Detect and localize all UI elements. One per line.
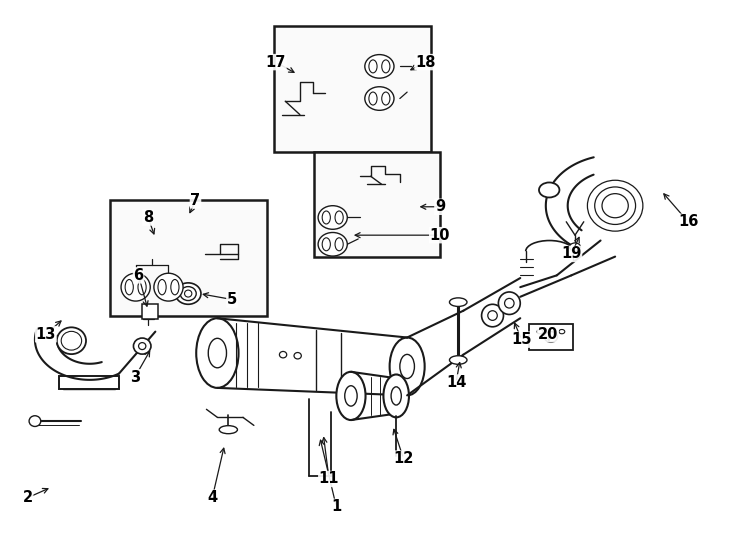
Ellipse shape: [539, 183, 559, 198]
Text: 3: 3: [130, 370, 140, 384]
Ellipse shape: [184, 290, 192, 297]
Ellipse shape: [559, 329, 564, 334]
Text: 20: 20: [538, 327, 558, 342]
Text: 17: 17: [266, 55, 286, 70]
Bar: [59, 376, 119, 389]
Text: 13: 13: [36, 327, 56, 342]
Ellipse shape: [57, 327, 86, 354]
Ellipse shape: [175, 283, 201, 305]
Bar: [314, 152, 440, 256]
Ellipse shape: [65, 335, 78, 347]
Ellipse shape: [383, 374, 409, 417]
Ellipse shape: [449, 356, 467, 364]
Text: 10: 10: [429, 228, 450, 242]
Ellipse shape: [335, 238, 344, 251]
Ellipse shape: [139, 342, 146, 349]
Ellipse shape: [138, 280, 146, 295]
Ellipse shape: [482, 305, 504, 327]
Ellipse shape: [365, 55, 394, 78]
Ellipse shape: [318, 206, 347, 230]
Ellipse shape: [61, 332, 81, 350]
Ellipse shape: [369, 92, 377, 105]
Ellipse shape: [158, 280, 166, 295]
Bar: [275, 26, 432, 152]
Ellipse shape: [134, 338, 151, 354]
Text: 16: 16: [678, 214, 698, 230]
Ellipse shape: [570, 243, 581, 251]
Text: 5: 5: [227, 292, 237, 307]
Bar: [110, 200, 267, 315]
Text: 8: 8: [143, 210, 153, 225]
Ellipse shape: [196, 318, 239, 388]
Text: 2: 2: [23, 490, 33, 505]
Text: 1: 1: [331, 500, 341, 514]
Ellipse shape: [125, 280, 134, 295]
Text: 18: 18: [415, 55, 436, 70]
Bar: [142, 305, 159, 319]
Ellipse shape: [322, 238, 330, 251]
Ellipse shape: [449, 298, 467, 306]
Text: 6: 6: [134, 268, 144, 283]
Ellipse shape: [504, 299, 514, 308]
Text: 12: 12: [393, 451, 414, 466]
Bar: [529, 323, 573, 350]
Ellipse shape: [121, 273, 150, 301]
Text: 9: 9: [435, 199, 445, 214]
Ellipse shape: [488, 310, 497, 320]
Ellipse shape: [391, 387, 401, 405]
Ellipse shape: [208, 339, 227, 368]
Ellipse shape: [29, 416, 41, 427]
Text: 11: 11: [319, 471, 339, 487]
Ellipse shape: [345, 386, 357, 406]
Ellipse shape: [369, 60, 377, 73]
Text: 14: 14: [446, 375, 466, 390]
Ellipse shape: [294, 353, 302, 359]
Ellipse shape: [154, 273, 183, 301]
Text: 19: 19: [562, 246, 581, 261]
Ellipse shape: [318, 233, 347, 256]
Ellipse shape: [335, 211, 344, 224]
Text: 15: 15: [512, 332, 532, 347]
Ellipse shape: [171, 280, 179, 295]
Ellipse shape: [390, 338, 425, 395]
Ellipse shape: [545, 332, 558, 342]
Ellipse shape: [322, 211, 330, 224]
Text: 4: 4: [207, 490, 217, 505]
Ellipse shape: [537, 329, 543, 334]
Ellipse shape: [400, 354, 415, 379]
Ellipse shape: [280, 352, 287, 358]
Ellipse shape: [498, 292, 520, 314]
Ellipse shape: [382, 92, 390, 105]
Ellipse shape: [180, 287, 196, 301]
Text: 7: 7: [190, 193, 200, 208]
Ellipse shape: [365, 87, 394, 110]
Ellipse shape: [382, 60, 390, 73]
Ellipse shape: [336, 372, 366, 420]
Ellipse shape: [219, 426, 238, 434]
